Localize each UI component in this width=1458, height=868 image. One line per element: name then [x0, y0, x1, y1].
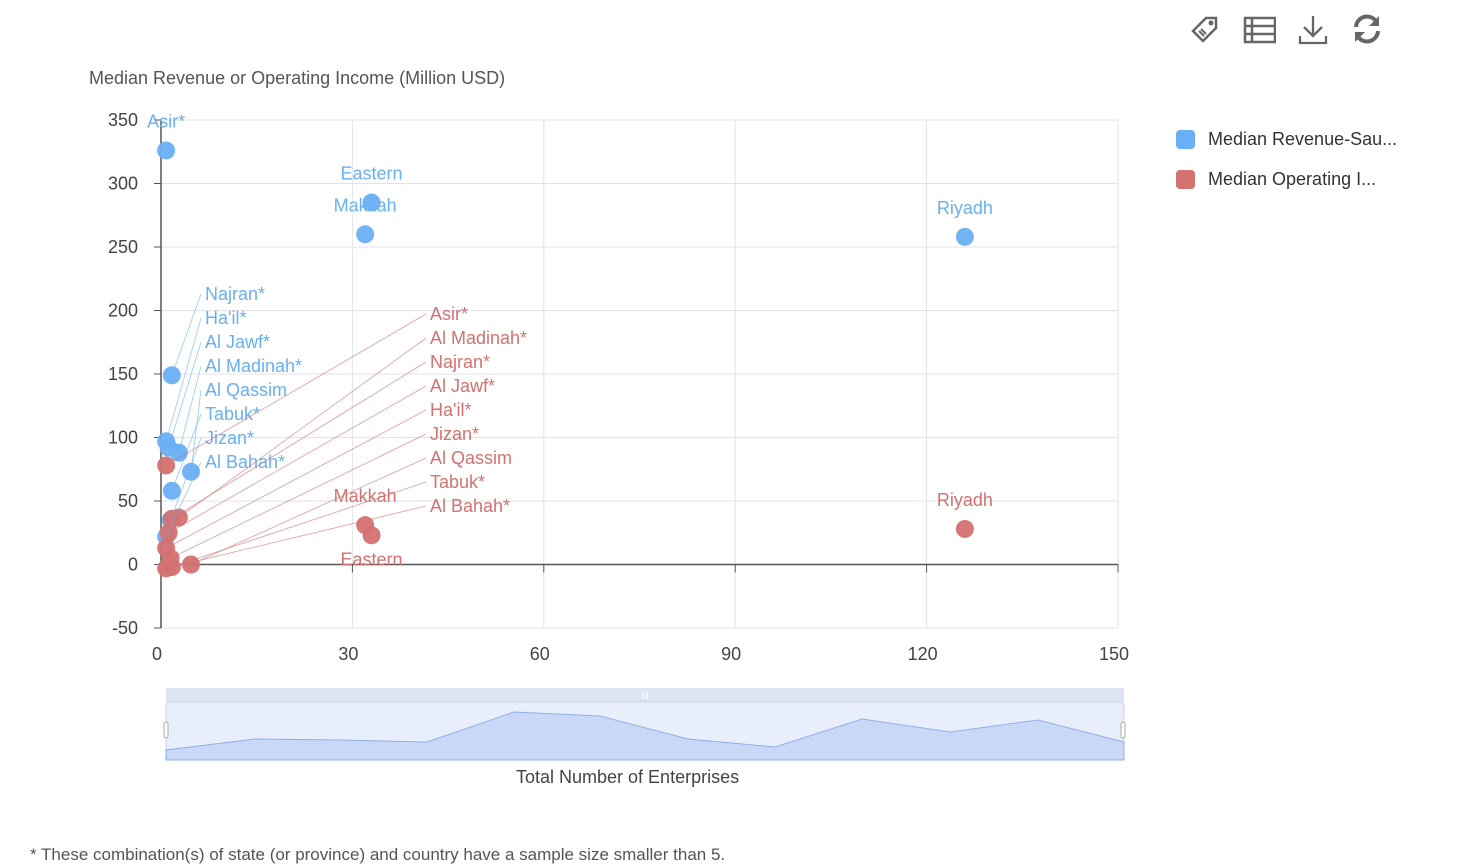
label-leader-line [165, 409, 427, 549]
data-point [955, 227, 974, 246]
y-tick-label: 0 [128, 555, 138, 575]
refresh-icon[interactable] [1350, 12, 1384, 46]
legend-swatch [1176, 170, 1195, 189]
data-point [955, 519, 974, 538]
y-tick-label: 300 [108, 174, 138, 194]
legend-item-revenue[interactable]: Median Revenue-Sau... [1176, 129, 1397, 150]
x-tick-label: 60 [530, 644, 550, 664]
label-leader-line [165, 313, 427, 466]
y-tick-label: 150 [108, 364, 138, 384]
data-label: Al Madinah* [430, 328, 527, 348]
label-leader-line [171, 481, 427, 568]
legend-swatch [1176, 130, 1195, 149]
y-tick-label: 200 [108, 301, 138, 321]
data-label: Makkah [334, 486, 397, 506]
label-leader-line [171, 293, 202, 376]
data-label: Najran* [205, 284, 265, 304]
label-leader-line [170, 437, 202, 521]
data-label: Al Bahah* [430, 496, 510, 516]
data-label: Makkah [334, 195, 397, 215]
data-label: Ha'il* [205, 308, 246, 328]
x-tick-label: 120 [908, 644, 938, 664]
y-tick-label: 100 [108, 428, 138, 448]
data-point [362, 193, 381, 212]
label-leader-line [165, 317, 202, 442]
datazoom-preview-area [165, 711, 1125, 761]
label-leader-line [171, 361, 427, 520]
y-tick-label: 250 [108, 237, 138, 257]
x-tick-label: 150 [1099, 644, 1129, 664]
data-label: Jizan* [430, 424, 479, 444]
y-tick-label: -50 [112, 618, 138, 638]
data-label: Riyadh [937, 490, 993, 510]
legend-item-operating-income[interactable]: Median Operating I... [1176, 169, 1376, 190]
data-label: Al Madinah* [205, 356, 302, 376]
footnote: * These combination(s) of state (or prov… [30, 845, 726, 864]
data-label: Ha'il* [430, 400, 471, 420]
y-axis-title: Median Revenue or Operating Income (Mill… [89, 68, 506, 88]
data-label: Eastern [341, 164, 403, 184]
x-tick-label: 0 [152, 644, 162, 664]
data-label: Al Jawf* [430, 376, 495, 396]
label-leader-line [178, 337, 427, 518]
tag-icon[interactable] [1188, 12, 1222, 46]
label-leader-line [166, 505, 427, 569]
data-point [356, 225, 375, 244]
datazoom-handle-bar [166, 688, 1124, 702]
data-label: Asir* [430, 304, 468, 324]
label-leader-line [190, 389, 202, 472]
legend-label: Median Operating I... [1208, 169, 1377, 189]
legend-label: Median Revenue-Sau... [1208, 129, 1398, 149]
datazoom-left-handle [163, 721, 169, 739]
x-tick-label: 30 [338, 644, 358, 664]
label-leader-line [168, 385, 427, 534]
data-label: Jizan* [205, 428, 254, 448]
y-tick-label: 50 [118, 491, 138, 511]
data-point [157, 141, 176, 160]
data-label: Tabuk* [430, 472, 485, 492]
data-label: Eastern [341, 549, 403, 569]
label-leader-line [168, 341, 202, 448]
data-label: Riyadh [937, 198, 993, 218]
data-view-icon[interactable] [1242, 12, 1277, 46]
label-leader-line [171, 413, 202, 491]
download-icon[interactable] [1296, 12, 1330, 46]
data-label: Najran* [430, 352, 490, 372]
data-label: Al Bahah* [205, 452, 285, 472]
data-label: Al Qassim [205, 380, 287, 400]
label-leader-line [170, 433, 427, 559]
data-label: Al Qassim [430, 448, 512, 468]
data-point [362, 526, 381, 545]
datazoom-right-handle [1120, 721, 1126, 739]
data-label: Al Jawf* [205, 332, 270, 352]
label-leader-line [190, 457, 427, 565]
y-tick-label: 350 [108, 110, 138, 130]
label-leader-line [165, 461, 202, 537]
x-tick-label: 90 [721, 644, 741, 664]
x-axis-title: Total Number of Enterprises [516, 767, 740, 787]
label-leader-line [178, 365, 202, 453]
data-label: Tabuk* [205, 404, 260, 424]
data-label: Asir* [147, 111, 185, 131]
datazoom-grip-icon: III [641, 691, 649, 701]
